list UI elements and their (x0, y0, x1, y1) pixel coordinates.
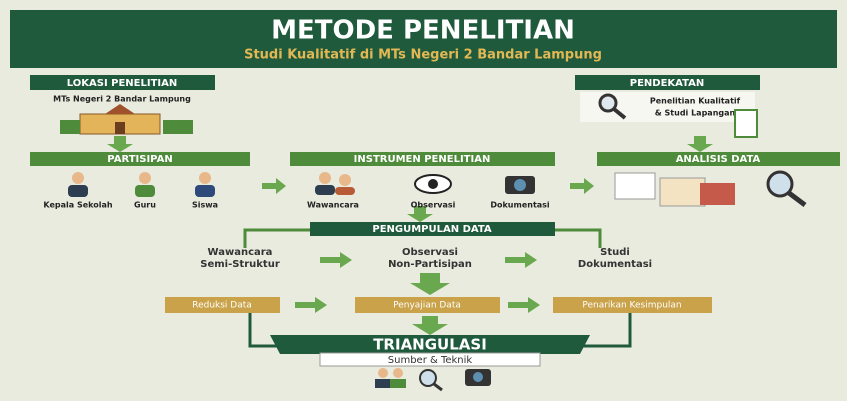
title: METODE PENELITIAN (271, 16, 575, 46)
participant-label: Siswa (192, 201, 218, 210)
approach-text: Penelitian Kualitatif (650, 97, 741, 106)
collection-item: Observasi (402, 247, 458, 258)
pendekatan-panel-shape (735, 110, 757, 137)
step-label: Penarikan Kesimpulan (582, 301, 681, 311)
instrumen-panel: INSTRUMEN PENELITIAN Wawancara Observasi… (290, 152, 555, 210)
banner-label: INSTRUMEN PENELITIAN (354, 154, 491, 165)
instrumen-panel-shape (428, 179, 438, 189)
lokasi-panel-shape (115, 122, 125, 134)
participant-label: Kepala Sekolah (43, 201, 112, 210)
banner-label: LOKASI PENELITIAN (67, 78, 178, 89)
participant-label: Guru (134, 201, 156, 210)
partisipan-panel-shape (139, 172, 151, 184)
instrument-label: Wawancara (307, 201, 359, 210)
instrumen-panel-shape (514, 179, 526, 191)
banner-label: PARTISIPAN (107, 154, 172, 165)
collection-item: Wawancara (208, 247, 273, 258)
analysis-steps: Reduksi Data Penyajian Data Penarikan Ke… (165, 297, 712, 313)
lokasi-panel-shape (60, 120, 80, 134)
instrumen-panel-shape (319, 172, 331, 184)
partisipan-panel-shape (199, 172, 211, 184)
infographic: METODE PENELITIAN Studi Kualitatif di MT… (0, 0, 847, 401)
instrument-label: Dokumentasi (490, 201, 550, 210)
partisipan-panel-shape (72, 172, 84, 184)
analisis-panel-shape (615, 173, 655, 199)
triangulasi-panel-shape (390, 379, 406, 388)
banner-label: TRIANGULASI (373, 336, 487, 354)
triangulasi-panel-shape (473, 372, 483, 382)
instrumen-panel-shape (335, 187, 355, 195)
triangulasi-panel-shape (375, 379, 391, 388)
analisis-panel-shape (768, 172, 792, 196)
approach-text: & Studi Lapangan (655, 109, 736, 118)
collection-item: Non-Partisipan (388, 259, 472, 270)
partisipan-panel-shape (68, 185, 88, 197)
collection-item: Dokumentasi (578, 259, 652, 270)
location-text: MTs Negeri 2 Bandar Lampung (53, 95, 191, 104)
analisis-panel-shape (660, 178, 705, 206)
triangulasi-panel-shape (420, 370, 436, 386)
collection-item: Studi (600, 247, 630, 258)
banner-label: PENGUMPULAN DATA (372, 224, 492, 235)
partisipan-panel-shape (195, 185, 215, 197)
collection-item: Semi-Struktur (200, 259, 280, 270)
lokasi-panel-shape (163, 120, 193, 134)
subtitle: Studi Kualitatif di MTs Negeri 2 Bandar … (244, 48, 602, 63)
step-label: Reduksi Data (192, 301, 252, 311)
banner-label: ANALISIS DATA (676, 154, 761, 165)
instrumen-panel-shape (339, 174, 351, 186)
pendekatan-panel-shape (600, 95, 616, 111)
triangulasi-panel-shape (378, 368, 388, 378)
partisipan-panel-shape (135, 185, 155, 197)
banner-label: PENDEKATAN (630, 78, 705, 89)
instrument-label: Observasi (411, 201, 456, 210)
step-label: Penyajian Data (393, 301, 461, 311)
triangulasi-panel-shape (393, 368, 403, 378)
instrumen-panel-shape (315, 185, 335, 195)
triangulation-subtitle: Sumber & Teknik (388, 355, 473, 366)
header: METODE PENELITIAN Studi Kualitatif di MT… (10, 10, 837, 68)
analisis-panel-shape (700, 183, 735, 205)
